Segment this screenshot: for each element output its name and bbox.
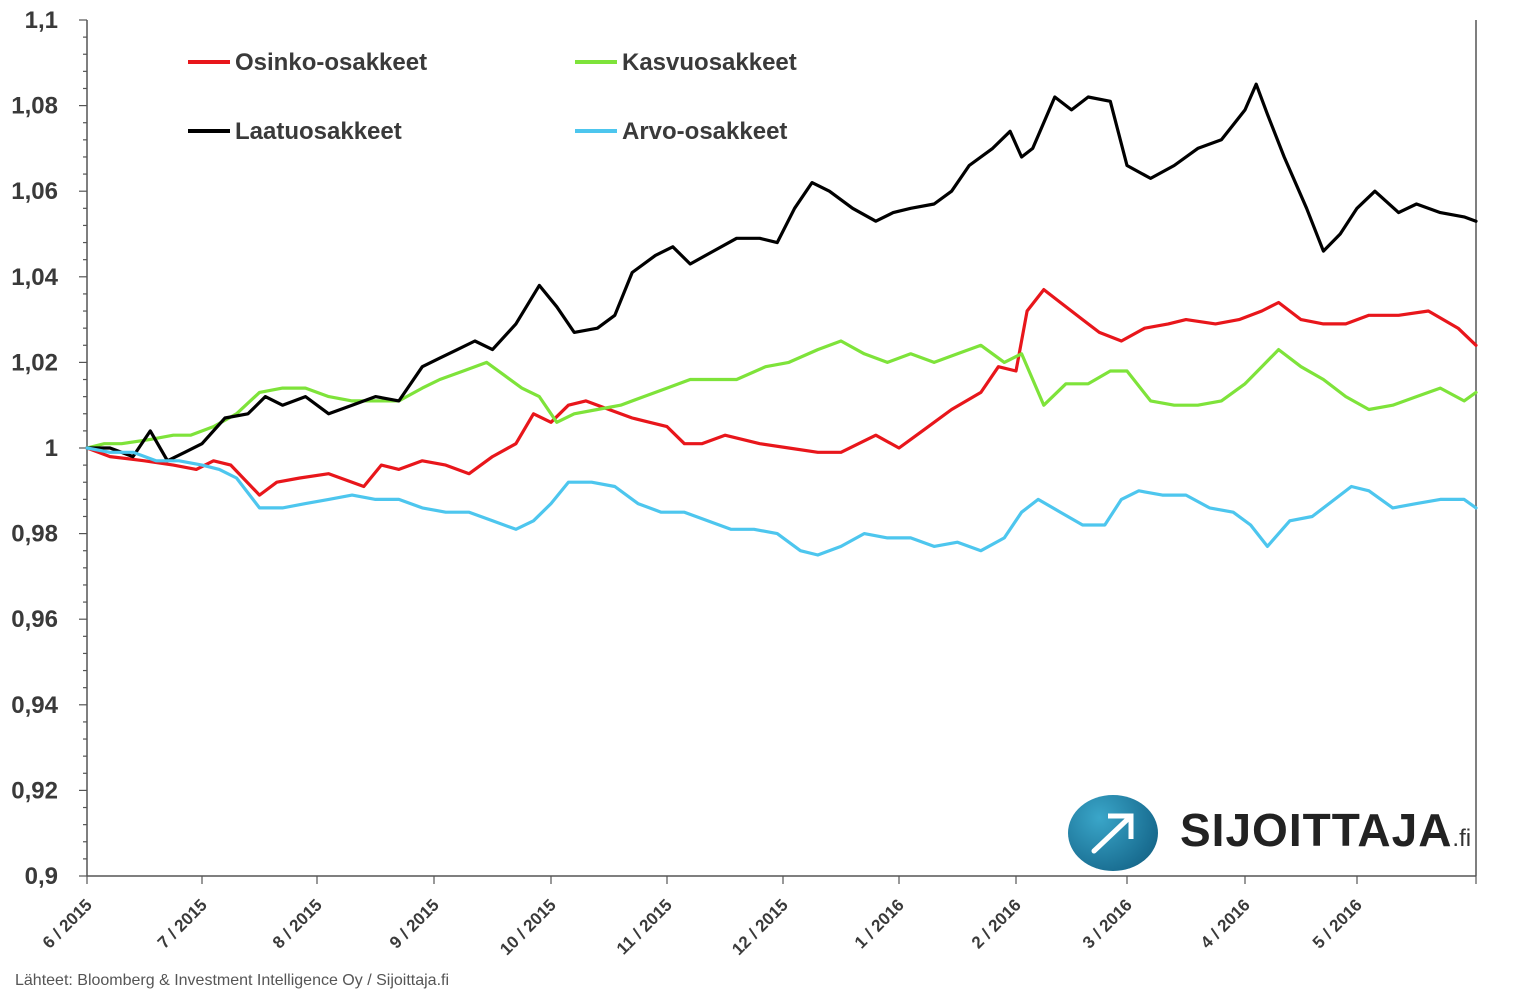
y-tick-label: 1,02 — [11, 349, 58, 376]
y-tick-label: 1,04 — [11, 264, 58, 291]
arrow-up-right-icon — [1091, 813, 1134, 854]
logo-suffix: .fi — [1452, 825, 1472, 852]
series-line-kasvuosakkeet — [85, 339, 1478, 450]
x-tick-label: 2 / 2016 — [968, 895, 1025, 952]
series-line-arvo-osakkeet — [85, 446, 1478, 557]
x-axis-ticks: 6 / 2015 7 / 2015 8 / 2015 9 / 2015 10 / 201… — [39, 876, 1477, 959]
x-tick-label: 10 / 2015 — [496, 895, 560, 959]
y-tick-label: 1 — [45, 435, 58, 462]
series-line-osinko-osakkeet — [85, 288, 1478, 497]
x-tick-label: 11 / 2015 — [613, 895, 676, 958]
x-tick-label: 3 / 2016 — [1079, 895, 1136, 952]
y-tick-label: 0,9 — [25, 863, 58, 890]
y-tick-label: 1,1 — [25, 7, 58, 34]
x-tick-label: 12 / 2015 — [728, 895, 792, 959]
legend-label-kasvuosakkeet: Kasvuosakkeet — [622, 49, 797, 76]
x-tick-label: 1 / 2016 — [851, 895, 908, 952]
x-tick-label: 8 / 2015 — [269, 895, 326, 952]
x-tick-label: 6 / 2015 — [39, 895, 96, 952]
series-line-laatuosakkeet — [85, 82, 1478, 463]
y-axis-ticks: 1,1 1,08 1,06 1,04 1,02 1 0,98 0,96 0,94 0,92 0,9 — [11, 7, 87, 890]
logo-text: SIJOITTAJA — [1180, 804, 1453, 856]
x-tick-label: 9 / 2015 — [386, 895, 443, 952]
x-tick-label: 5 / 2016 — [1309, 895, 1366, 952]
y-tick-label: 0,94 — [11, 692, 58, 719]
y-tick-label: 0,96 — [11, 606, 58, 633]
x-tick-label: 4 / 2016 — [1197, 895, 1254, 952]
legend-label-arvo-osakkeet: Arvo-osakkeet — [622, 118, 787, 145]
y-tick-label: 0,92 — [11, 777, 58, 804]
x-tick-label: 7 / 2015 — [154, 895, 211, 952]
sijoittaja-logo: SIJOITTAJA.fi — [1068, 795, 1488, 875]
series-lines — [85, 82, 1478, 557]
legend-label-laatuosakkeet: Laatuosakkeet — [235, 118, 402, 145]
y-tick-label: 1,06 — [11, 178, 58, 205]
source-note: Lähteet: Bloomberg & Investment Intellig… — [15, 972, 450, 989]
logo-wordmark: SIJOITTAJA.fi — [1180, 803, 1471, 857]
y-tick-label: 1,08 — [11, 93, 58, 120]
y-tick-label: 0,98 — [11, 521, 58, 548]
legend: Osinko-osakkeet Kasvuosakkeet Laatuosakkee… — [188, 49, 797, 145]
legend-label-osinko-osakkeet: Osinko-osakkeet — [235, 49, 427, 76]
